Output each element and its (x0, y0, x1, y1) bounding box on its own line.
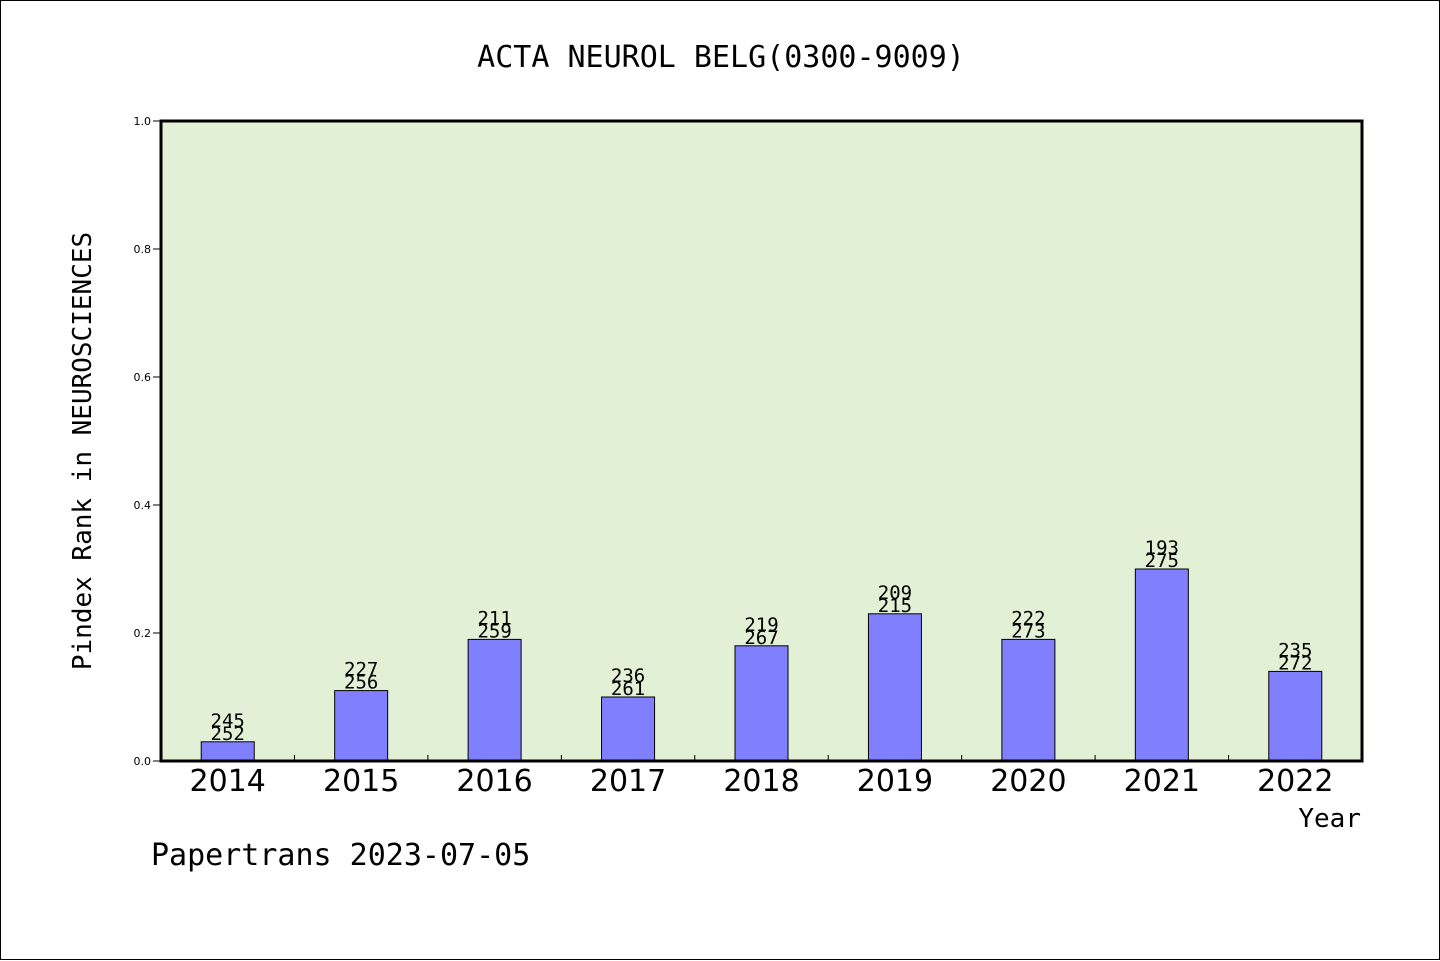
x-tick-label-2017: 2017 (590, 764, 666, 799)
y-tick-label: 1.0 (134, 115, 152, 128)
bar-label-top-2017: 236 (611, 665, 645, 687)
bar-label-bottom-2018: 267 (744, 627, 778, 649)
bar-label-top-2022: 235 (1278, 639, 1312, 661)
y-tick-label: 0.6 (134, 371, 152, 384)
bar-2015 (334, 690, 389, 762)
bar-label-top-2015: 227 (344, 659, 378, 681)
bar-label-bottom-2014: 252 (211, 723, 245, 745)
bar-2021 (1134, 568, 1189, 762)
chart-title: ACTA NEUROL BELG(0300-9009) (477, 40, 965, 75)
bar-label-top-2018: 219 (744, 614, 778, 636)
x-axis-label: Year (1298, 804, 1361, 834)
bar-2018 (734, 645, 789, 762)
bar-label-top-2021: 193 (1145, 537, 1179, 559)
bar-label-bottom-2016: 259 (477, 620, 511, 642)
bar-label-bottom-2019: 215 (878, 595, 912, 617)
bar-label-top-2019: 209 (878, 582, 912, 604)
bar-label-bottom-2017: 261 (611, 678, 645, 700)
bar-2020 (1001, 638, 1056, 762)
bar-2019 (867, 613, 922, 762)
x-tick-label-2019: 2019 (857, 764, 933, 799)
bar-2017 (601, 696, 656, 762)
credit-text: Papertrans 2023-07-05 (151, 838, 530, 873)
x-tick-label-2015: 2015 (323, 764, 399, 799)
y-axis-label: Pindex Rank in NEUROSCIENCES (68, 232, 98, 670)
y-tick-label: 0.8 (134, 243, 152, 256)
bar-2016 (467, 638, 522, 762)
bar-2022 (1268, 670, 1323, 762)
x-tick-label-2020: 2020 (990, 764, 1066, 799)
plot-border (159, 119, 1364, 763)
bar-label-bottom-2022: 272 (1278, 652, 1312, 674)
bar-label-bottom-2021: 275 (1145, 550, 1179, 572)
x-tick-label-2022: 2022 (1257, 764, 1333, 799)
bar-label-top-2016: 211 (477, 607, 511, 629)
bar-label-bottom-2015: 256 (344, 672, 378, 694)
bar-label-top-2014: 245 (211, 710, 245, 732)
x-tick-label-2021: 2021 (1124, 764, 1200, 799)
y-tick-label: 0.4 (134, 499, 152, 512)
x-tick-label-2014: 2014 (190, 764, 266, 799)
x-tick-label-2018: 2018 (723, 764, 799, 799)
y-tick-label: 0.0 (134, 755, 152, 768)
bar-label-bottom-2020: 273 (1011, 620, 1045, 642)
x-tick-label-2016: 2016 (456, 764, 532, 799)
bar-label-top-2020: 222 (1011, 607, 1045, 629)
y-tick-label: 0.2 (134, 627, 152, 640)
